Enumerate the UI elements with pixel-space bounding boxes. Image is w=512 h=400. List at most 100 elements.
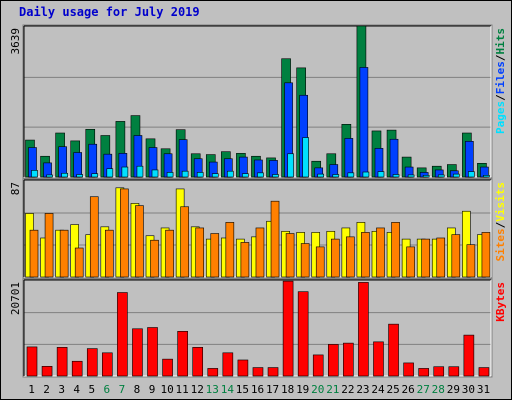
bar-sites [391,222,400,278]
day-label: 4 [73,383,80,396]
right-legend: KBytes [494,282,507,322]
day-group [281,230,295,278]
bar-kbytes [207,368,219,377]
bar-kbytes [192,347,204,377]
day-group [266,200,280,278]
day-group [221,222,235,278]
bar-pages [287,153,294,178]
bar-kbytes [448,366,460,377]
bar-pages [437,174,445,178]
bar-pages [136,165,144,178]
day-group [221,151,234,178]
bar-pages [196,172,204,178]
bar-kbytes [433,366,445,377]
day-group [311,160,325,178]
day-group [431,165,445,178]
day-group [207,368,219,377]
bar-kbytes [388,323,399,377]
bar-pages [317,173,325,178]
bar-sites [165,229,174,278]
bar-pages [377,171,385,178]
panel-2: 87 Sites/Visits [9,178,507,279]
day-label: 16 [251,383,264,396]
bar-sites [105,229,114,278]
day-group [296,232,310,278]
bar-sites [195,227,205,278]
bar-files [359,67,369,178]
bar-kbytes [343,342,354,377]
day-group [431,237,446,278]
bar-kbytes [282,280,294,377]
day-group [132,328,143,377]
day-group [401,156,415,178]
day-group [356,222,370,278]
bar-sites [210,233,220,278]
bar-kbytes [86,348,98,377]
day-group [251,155,264,178]
day-group [160,227,174,278]
day-group [373,341,384,377]
day-group [40,155,53,178]
day-label: 5 [88,383,95,396]
day-group [205,154,219,178]
bar-sites [346,236,355,278]
day-group [477,163,490,178]
ymax-label: 3639 [9,28,22,55]
day-group [356,25,370,178]
day-group [222,352,234,377]
day-group [403,362,414,377]
legend-separator: / [494,221,507,228]
bar-sites [451,234,461,278]
day-group [343,342,354,377]
bar-sites [406,246,415,278]
day-group [190,153,204,178]
bar-kbytes [132,328,143,377]
day-group [25,139,38,178]
bar-sites [330,238,340,278]
day-label: 13 [206,383,219,396]
bar-kbytes [177,331,188,377]
right-legend: Sites/Visits [494,182,507,262]
bar-sites [225,222,235,278]
day-label: 12 [191,383,204,396]
ymax-label: 87 [9,182,22,195]
legend-separator: / [494,94,507,101]
day-group [26,346,38,377]
bar-files [58,146,67,178]
day-group [190,226,205,278]
day-label: 24 [371,383,385,396]
day-label: 25 [386,383,399,396]
bar-sites [270,200,280,278]
day-group [463,334,475,377]
bar-kbytes [222,352,234,377]
day-group [147,327,158,377]
bar-pages [211,173,219,178]
day-label: 26 [402,383,415,396]
bar-visits [462,210,471,278]
bar-sites [376,227,385,278]
day-group [55,229,69,278]
legend-kbytes: KBytes [494,282,507,322]
day-group [477,232,491,278]
day-group [311,232,325,278]
day-label: 10 [160,383,173,396]
day-label: 23 [356,383,369,396]
bar-pages [483,175,490,178]
bar-pages [166,172,174,178]
day-label: 1 [28,383,35,396]
day-group [41,366,53,377]
day-group [115,187,129,278]
bar-kbytes [478,367,490,377]
day-group [371,227,385,278]
bar-pages [242,173,249,178]
day-group [282,280,294,377]
bar-kbytes [327,344,339,377]
day-label: 2 [43,383,50,396]
day-group [416,167,430,178]
bar-sites [150,239,159,278]
bar-sites [44,213,54,278]
day-label: 28 [432,383,445,396]
day-group [70,224,84,278]
x-axis-labels: 1 2 3 4 5 6 7 8 9 10 11 12 13 14 15 16 17 18 19 20 21 22 23 24 2… [28,383,490,396]
day-group [416,238,430,278]
